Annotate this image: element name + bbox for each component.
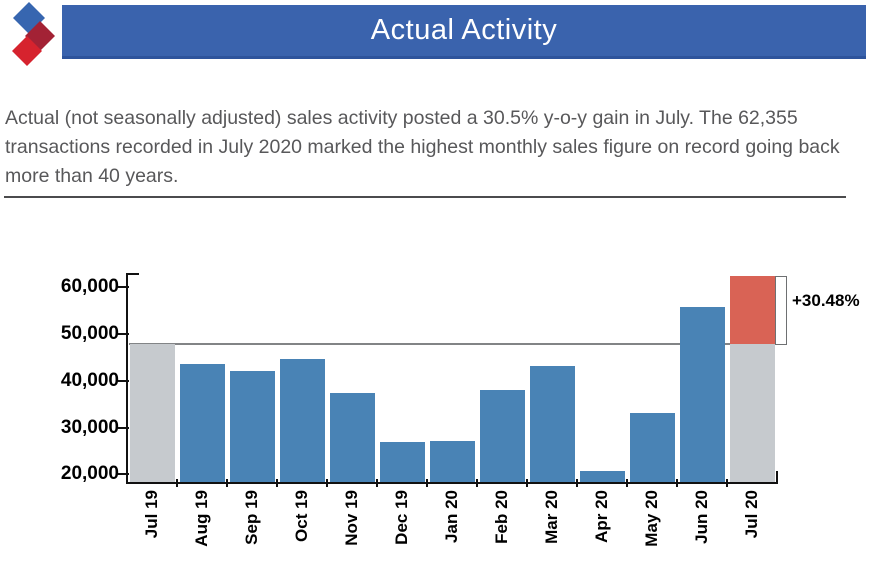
y-tick-label: 60,000 xyxy=(60,275,119,297)
logo-red-diamond-icon xyxy=(12,36,42,66)
x-axis-label: Sep 19 xyxy=(242,490,261,545)
bar-may-20 xyxy=(629,412,675,482)
x-tick xyxy=(626,479,628,487)
bar-sep-19 xyxy=(229,371,275,482)
y-tick xyxy=(118,426,129,429)
x-tick xyxy=(426,479,428,487)
summary-text: Actual (not seasonally adjusted) sales a… xyxy=(5,106,840,187)
x-axis-label: Feb 20 xyxy=(492,490,511,544)
y-tick xyxy=(118,379,129,382)
x-axis xyxy=(125,482,778,484)
yoy-gain-indicator-box xyxy=(775,275,787,345)
x-axis-label: May 20 xyxy=(642,490,661,547)
y-tick xyxy=(118,285,129,288)
x-tick xyxy=(376,479,378,487)
bar-apr-20 xyxy=(579,471,625,482)
y-axis xyxy=(125,273,128,484)
y-tick-label: 50,000 xyxy=(60,322,119,344)
x-axis-label: Jan 20 xyxy=(442,490,461,543)
x-axis-label: Apr 20 xyxy=(592,490,611,543)
y-axis-top-serif xyxy=(125,273,139,275)
y-tick xyxy=(118,473,129,476)
x-tick xyxy=(526,479,528,487)
yoy-gain-label: +30.48% xyxy=(792,291,860,310)
bar-dec-19 xyxy=(379,441,425,482)
y-tick-label: 30,000 xyxy=(60,416,119,438)
y-tick xyxy=(118,332,129,335)
bar-nov-19 xyxy=(329,392,375,482)
page-title: Actual Activity xyxy=(370,14,558,46)
x-axis-label: Oct 19 xyxy=(292,490,311,542)
bar-mar-20 xyxy=(529,366,575,482)
x-tick xyxy=(276,479,278,487)
company-logo-icon xyxy=(12,2,55,66)
x-axis-label: Aug 19 xyxy=(192,490,211,547)
x-axis-label: Jul 19 xyxy=(142,490,161,539)
bar-oct-19 xyxy=(279,359,325,482)
x-axis-label: Mar 20 xyxy=(542,490,561,544)
bar-jul-20-gain xyxy=(729,275,775,344)
x-axis-label: Jul 20 xyxy=(742,490,761,539)
x-tick xyxy=(326,479,328,487)
x-axis-label: Nov 19 xyxy=(342,490,361,546)
x-axis-label: Jun 20 xyxy=(692,490,711,544)
bar-jan-20 xyxy=(429,440,475,482)
x-axis-label: Dec 19 xyxy=(392,490,411,545)
bar-jul-20-base xyxy=(729,343,775,482)
x-tick xyxy=(476,479,478,487)
y-tick-label: 20,000 xyxy=(60,463,119,485)
x-axis-right-serif xyxy=(775,471,778,484)
x-tick xyxy=(576,479,578,487)
x-tick xyxy=(226,479,228,487)
bar-jul-19 xyxy=(129,343,175,482)
page-banner: Actual Activity xyxy=(62,5,866,59)
reference-line xyxy=(129,342,787,345)
divider xyxy=(4,196,846,198)
x-tick xyxy=(176,479,178,487)
y-tick-label: 40,000 xyxy=(60,369,119,391)
x-tick xyxy=(726,479,728,487)
bar-jun-20 xyxy=(679,307,725,482)
bar-feb-20 xyxy=(479,389,525,482)
bar-aug-19 xyxy=(179,364,225,482)
x-tick xyxy=(676,479,678,487)
